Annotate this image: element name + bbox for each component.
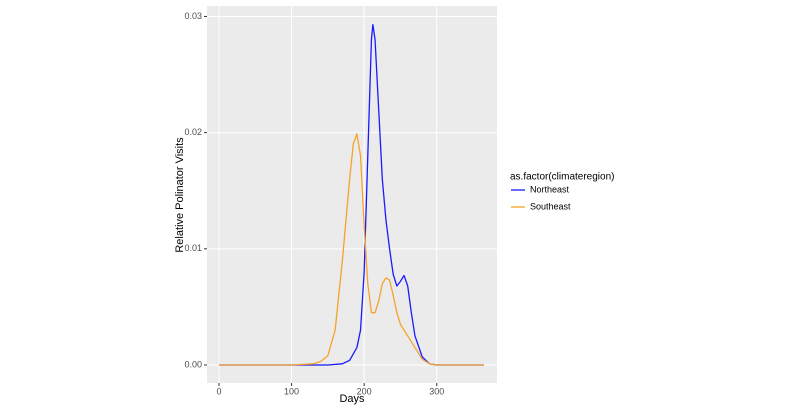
y-tick-label: 0.01: [184, 243, 202, 253]
x-tick-label: 0: [216, 386, 221, 396]
y-axis-title: Relative Polinator Visits: [174, 137, 186, 253]
y-tick-label: 0.03: [184, 11, 202, 21]
x-axis-title: Days: [339, 393, 365, 405]
x-tick-label: 200: [357, 386, 372, 396]
x-tick-label: 300: [429, 386, 444, 396]
legend-label: Southeast: [530, 201, 571, 211]
x-tick-label: 100: [284, 386, 299, 396]
y-tick-label: 0.02: [184, 127, 202, 137]
panel: [207, 6, 497, 383]
legend-label: Northeast: [530, 184, 570, 194]
legend-title: as.factor(climateregion): [510, 172, 614, 183]
legend: [505, 168, 620, 216]
line: [218, 23, 484, 366]
line: [218, 133, 484, 366]
y-tick-label: 0.00: [184, 359, 202, 369]
